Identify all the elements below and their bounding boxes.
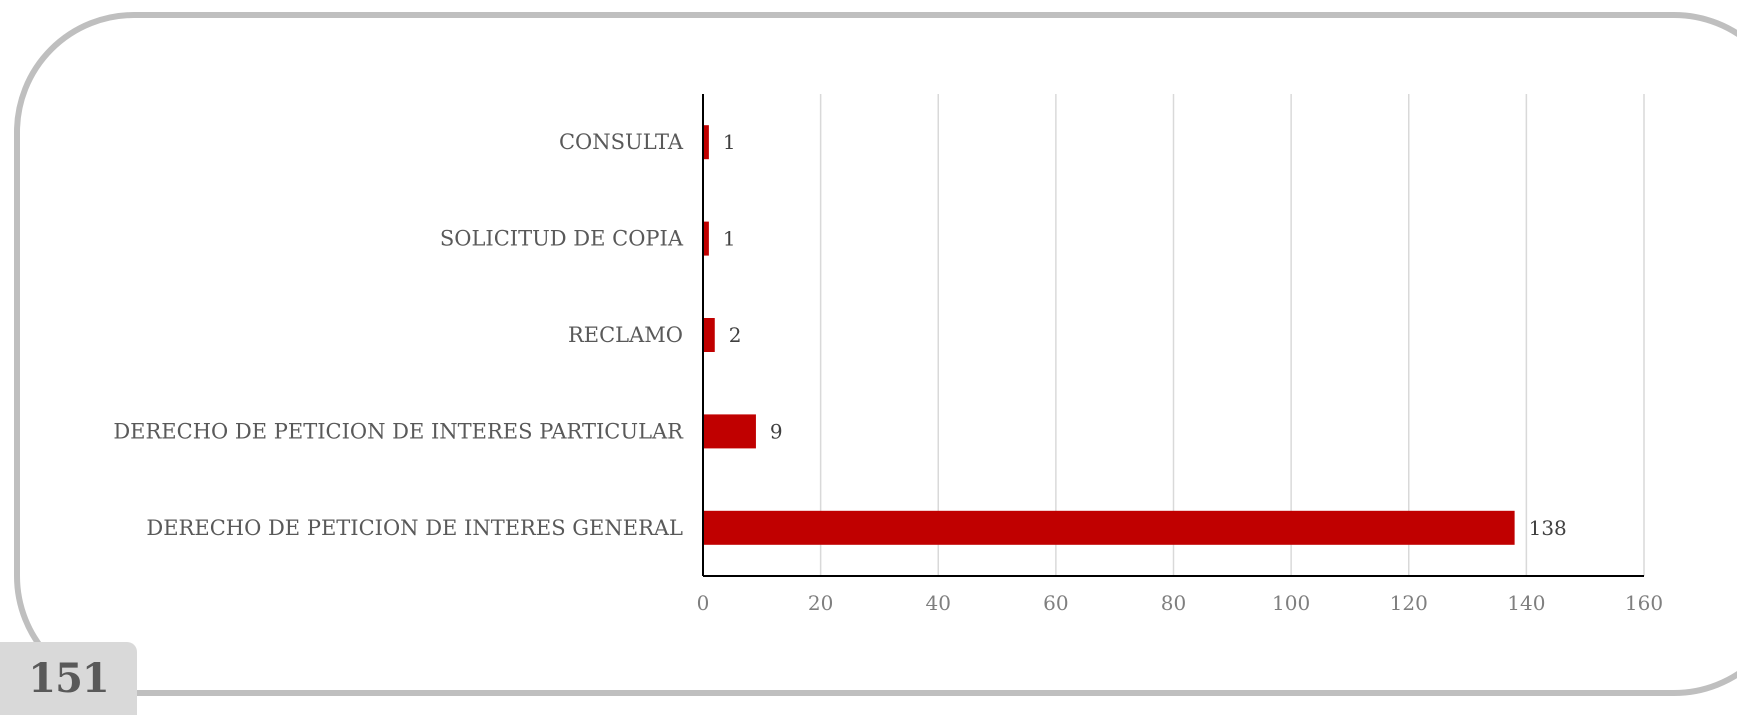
bar bbox=[703, 221, 709, 256]
x-tick-label: 0 bbox=[697, 591, 710, 615]
category-label: DERECHO DE PETICION DE INTERES PARTICULA… bbox=[113, 419, 684, 443]
data-label: 2 bbox=[729, 323, 742, 347]
category-label: DERECHO DE PETICION DE INTERES GENERAL bbox=[146, 516, 683, 540]
bar bbox=[703, 125, 709, 160]
category-label: RECLAMO bbox=[568, 323, 683, 347]
bar bbox=[703, 510, 1515, 545]
x-tick-label: 100 bbox=[1272, 591, 1310, 615]
bar bbox=[703, 318, 715, 352]
page-number-tab: 151 bbox=[0, 642, 137, 715]
x-tick-label: 20 bbox=[808, 591, 833, 615]
data-label: 1 bbox=[723, 227, 736, 251]
x-tick-label: 140 bbox=[1507, 591, 1545, 615]
rounded-frame-border bbox=[14, 12, 1737, 696]
page-number: 151 bbox=[28, 655, 109, 702]
axes bbox=[702, 94, 1644, 577]
bar bbox=[703, 414, 756, 449]
x-tick-label: 120 bbox=[1390, 591, 1428, 615]
category-label: SOLICITUD DE COPIA bbox=[440, 227, 684, 251]
bars bbox=[703, 125, 1515, 545]
labels: 0 20 40 60 80 100 120 140 160 CONSULTA 1 SOLICITUD … bbox=[113, 130, 1663, 615]
data-label: 9 bbox=[770, 419, 783, 443]
x-tick-label: 40 bbox=[926, 591, 951, 615]
grid-lines bbox=[819, 94, 1645, 576]
data-label: 1 bbox=[723, 130, 736, 154]
category-label: CONSULTA bbox=[559, 130, 684, 154]
data-label: 138 bbox=[1529, 516, 1567, 540]
x-tick-label: 60 bbox=[1043, 591, 1068, 615]
x-tick-label: 160 bbox=[1625, 591, 1663, 615]
x-tick-label: 80 bbox=[1161, 591, 1186, 615]
